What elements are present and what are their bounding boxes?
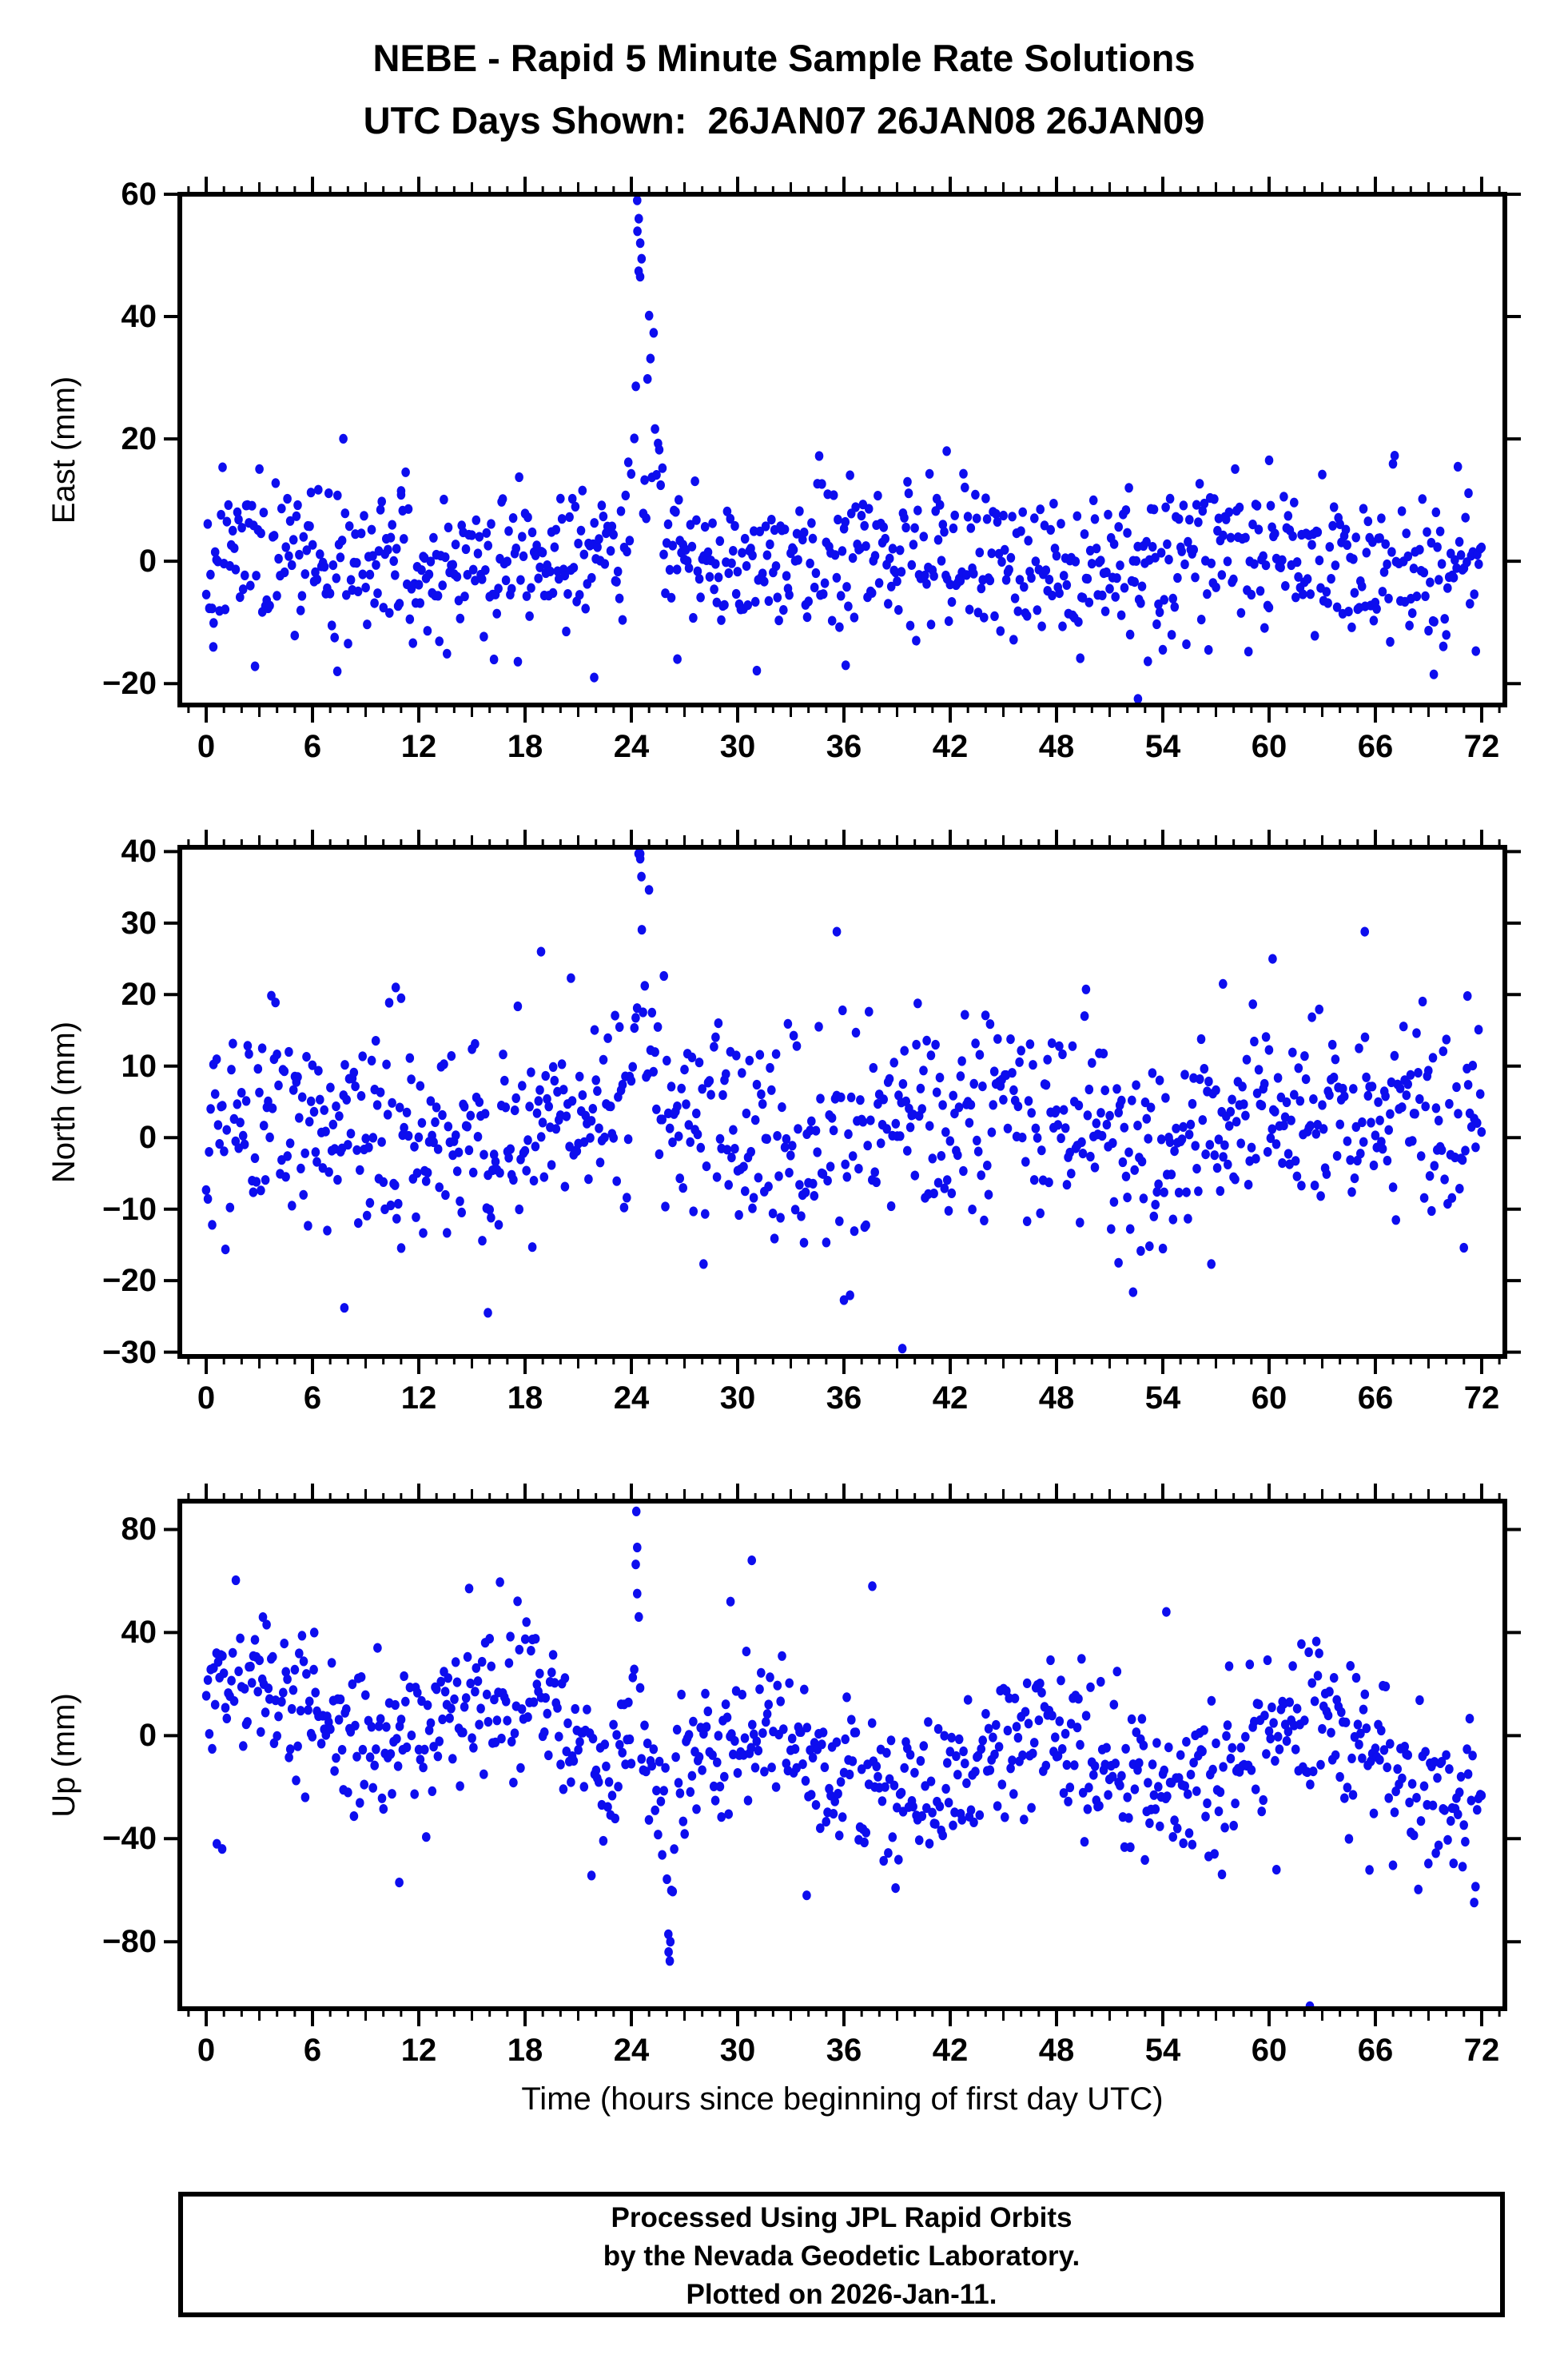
up-ytick-label: 40 (121, 1615, 157, 1651)
up-plot (164, 1484, 1521, 2026)
east-xtick-label: 36 (826, 729, 862, 764)
up-xtick-label: 42 (932, 2033, 969, 2068)
east-plot-frame (177, 192, 1507, 707)
north-ytick-label: 0 (138, 1120, 157, 1156)
east-plot (164, 177, 1521, 723)
caption-line-3: Plotted on 2026-Jan-11. (686, 2279, 997, 2310)
north-xtick-label: 66 (1357, 1380, 1394, 1416)
east-xtick-label: 12 (400, 729, 437, 764)
north-axis-label: North (mm) (46, 1021, 82, 1183)
east-ytick-label: 0 (138, 544, 157, 580)
up-xtick-label: 0 (197, 2033, 216, 2068)
up-xtick-label: 54 (1144, 2033, 1181, 2068)
up-ytick-label: 0 (138, 1718, 157, 1754)
up-xtick-label: 18 (507, 2033, 543, 2068)
north-ytick-label: 20 (121, 977, 157, 1013)
north-ytick-label: −30 (102, 1334, 157, 1370)
up-xtick-label: 6 (303, 2033, 322, 2068)
up-xtick-label: 72 (1463, 2033, 1500, 2068)
north-xtick-label: 0 (197, 1380, 216, 1416)
east-xtick-label: 66 (1357, 729, 1394, 764)
north-xtick-label: 54 (1144, 1380, 1181, 1416)
east-scatter-points (201, 195, 1486, 704)
east-xtick-label: 42 (932, 729, 969, 764)
figure-title: NEBE - Rapid 5 Minute Sample Rate Soluti… (372, 37, 1196, 79)
north-ytick-label: −10 (102, 1191, 157, 1227)
east-xtick-label: 48 (1038, 729, 1075, 764)
caption-text: Processed Using JPL Rapid Orbits by the … (183, 2197, 1500, 2314)
up-ytick-label: −80 (102, 1924, 157, 1960)
north-plot-frame (177, 845, 1507, 1359)
east-axis-label: East (mm) (46, 376, 82, 524)
north-xtick-label: 60 (1251, 1380, 1287, 1416)
east-xtick-label: 24 (613, 729, 650, 764)
north-xtick-label: 42 (932, 1380, 969, 1416)
figure-subtitle: UTC Days Shown: 26JAN07 26JAN08 26JAN09 (363, 99, 1205, 141)
east-ytick-label: 40 (121, 299, 157, 335)
up-plot-frame (177, 1499, 1507, 2011)
north-ytick-label: 40 (121, 834, 157, 870)
caption-box: Processed Using JPL Rapid Orbits by the … (178, 2192, 1505, 2317)
north-xtick-label: 24 (613, 1380, 650, 1416)
caption-line-2: by the Nevada Geodetic Laboratory. (603, 2241, 1080, 2272)
up-xtick-label: 12 (400, 2033, 437, 2068)
north-xtick-label: 6 (303, 1380, 322, 1416)
east-xtick-label: 72 (1463, 729, 1500, 764)
caption-line-1: Processed Using JPL Rapid Orbits (611, 2202, 1073, 2233)
east-xtick-label: 6 (303, 729, 322, 764)
north-ytick-label: −20 (102, 1263, 157, 1299)
up-xtick-label: 66 (1357, 2033, 1394, 2068)
north-xtick-label: 72 (1463, 1380, 1500, 1416)
east-xtick-label: 0 (197, 729, 216, 764)
north-xtick-label: 18 (507, 1380, 543, 1416)
up-xtick-label: 24 (613, 2033, 650, 2068)
north-ytick-label: 30 (121, 905, 157, 941)
north-xtick-label: 48 (1038, 1380, 1075, 1416)
up-xtick-label: 30 (719, 2033, 756, 2068)
east-xtick-label: 30 (719, 729, 756, 764)
north-plot (164, 830, 1521, 1374)
up-xtick-label: 60 (1251, 2033, 1287, 2068)
up-axis-label: Up (mm) (46, 1692, 82, 1818)
east-ytick-label: 60 (121, 177, 157, 212)
east-ytick-label: −20 (102, 666, 157, 702)
east-xtick-label: 18 (507, 729, 543, 764)
east-ytick-label: 20 (121, 421, 157, 457)
up-xtick-label: 48 (1038, 2033, 1075, 2068)
up-ytick-label: 80 (121, 1512, 157, 1547)
east-xtick-label: 60 (1251, 729, 1287, 764)
up-xtick-label: 36 (826, 2033, 862, 2068)
north-ytick-label: 10 (121, 1048, 157, 1084)
north-xtick-label: 12 (400, 1380, 437, 1416)
east-xtick-label: 54 (1144, 729, 1181, 764)
east-axis-ticks (164, 177, 1521, 723)
north-xtick-label: 36 (826, 1380, 862, 1416)
north-xtick-label: 30 (719, 1380, 756, 1416)
x-axis-label: Time (hours since beginning of first day… (521, 2081, 1164, 2117)
up-scatter-points (201, 1506, 1486, 2011)
up-ytick-label: −40 (102, 1821, 157, 1857)
north-scatter-points (201, 849, 1486, 1354)
